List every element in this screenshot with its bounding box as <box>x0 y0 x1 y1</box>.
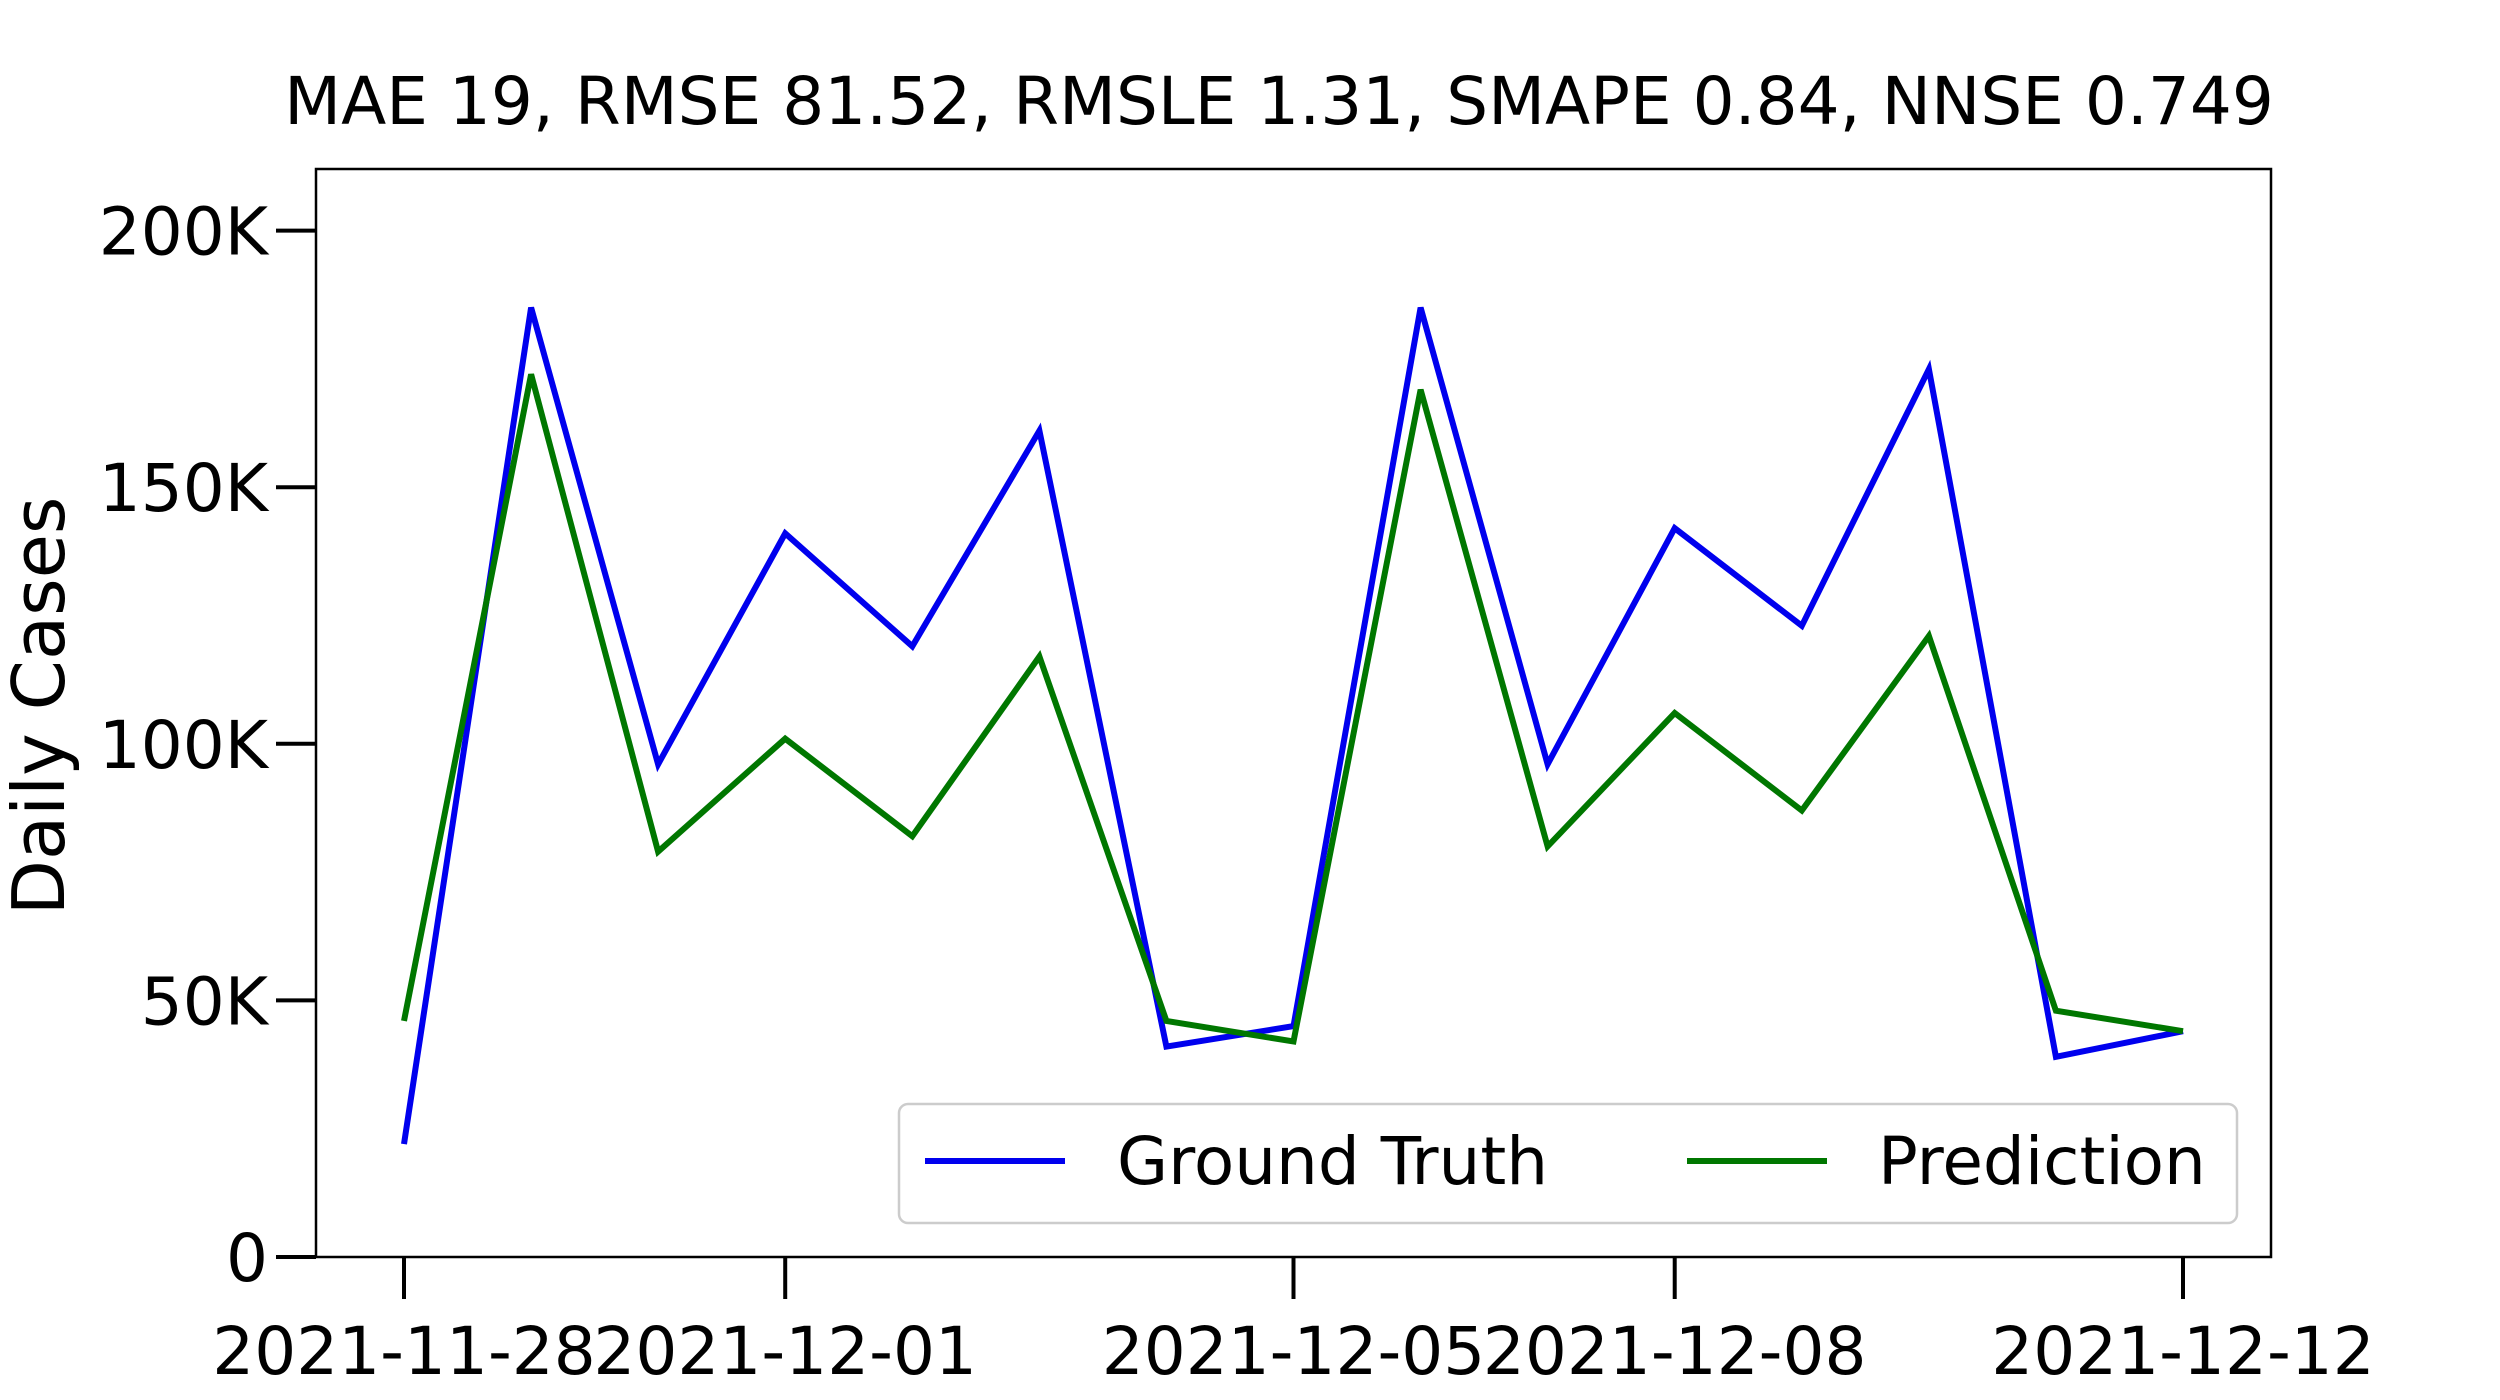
series-line-ground-truth <box>401 306 2184 1145</box>
x-tick-label: 2021-12-12 <box>1991 1313 2375 1390</box>
y-tick-label: 150K <box>99 450 270 527</box>
y-tick-label: 200K <box>99 194 270 271</box>
series-line-prediction <box>401 373 2184 1045</box>
x-tick-label: 2021-11-28 <box>212 1313 596 1390</box>
legend-label-prediction: Prediction <box>1878 1123 2206 1200</box>
chart-title: MAE 19, RMSE 81.52, RMSLE 1.31, SMAPE 0.… <box>284 63 2274 140</box>
y-tick-label: 100K <box>99 707 270 784</box>
y-tick-label: 50K <box>141 963 270 1040</box>
legend-box <box>897 1102 2239 1225</box>
x-tick-label: 2021-12-08 <box>1483 1313 1867 1390</box>
plot-frame <box>314 167 2273 1259</box>
series-layer <box>401 306 2184 1145</box>
legend: Ground Truth Prediction <box>897 1102 2239 1225</box>
legend-label-ground-truth: Ground Truth <box>1117 1123 1548 1200</box>
x-tick-label: 2021-12-01 <box>593 1313 977 1390</box>
y-tick-label: 0 <box>226 1220 268 1297</box>
x-tick-label: 2021-12-05 <box>1102 1313 1486 1390</box>
y-axis-label: Daily Cases <box>0 497 81 916</box>
